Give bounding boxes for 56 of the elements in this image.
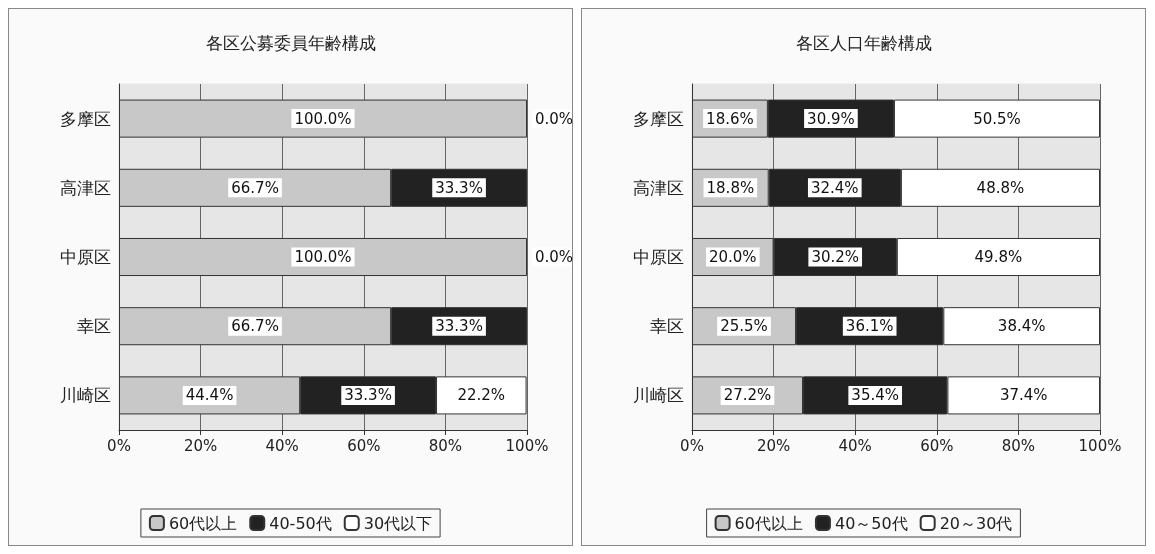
chart-title: 各区人口年齢構成 [795,32,932,53]
data-label: 32.4% [810,178,859,197]
data-label: 44.4% [185,386,234,405]
data-label: 49.8% [974,248,1023,266]
data-label: 22.2% [457,386,506,405]
x-tick-label: 100% [505,436,549,455]
y-tick-label: 中原区 [633,247,684,267]
x-tick-label: 20% [183,436,218,455]
x-tick-label: 60% [347,436,381,455]
legend-label: 20～30代 [939,513,1013,533]
y-tick-label: 高津区 [60,177,111,198]
legend-label: 40～50代 [834,513,908,533]
y-tick-label: 多摩区 [60,108,111,129]
x-tick-label: 0% [680,436,704,455]
x-tick-label: 80% [1001,436,1036,455]
legend-label: 60代以上 [168,513,238,533]
data-label: 100.0% [294,109,352,128]
x-tick-label: 80% [428,436,463,455]
data-label: 0.0% [535,109,574,128]
data-label: 36.1% [845,317,894,336]
y-tick-label: 高津区 [633,177,684,198]
x-tick-label: 100% [1078,436,1122,455]
legend-label: 30代以下 [363,513,433,533]
y-tick-label: 幸区 [77,316,111,337]
x-tick-label: 0% [107,436,131,455]
data-label: 66.7% [231,317,279,336]
y-tick-label: 川崎区 [60,385,111,406]
data-label: 27.2% [723,386,772,405]
chart-title: 各区公募委員年齢構成 [205,32,376,53]
x-tick-label: 40% [265,436,299,455]
data-label: 50.5% [973,109,1021,128]
data-label: 30.9% [807,109,855,128]
data-label: 66.7% [231,178,279,197]
y-tick-label: 多摩区 [633,108,684,129]
data-label: 37.4% [999,386,1048,405]
data-label: 30.2% [811,248,860,266]
legend-label: 40-50代 [269,513,332,533]
y-tick-label: 中原区 [60,247,111,267]
data-label: 48.8% [976,178,1025,197]
data-label: 18.8% [706,178,755,197]
x-tick-label: 40% [838,436,872,455]
data-label: 0.0% [535,248,574,266]
x-tick-label: 20% [756,436,791,455]
x-tick-label: 60% [920,436,954,455]
data-label: 18.6% [706,109,754,128]
data-label: 25.5% [720,317,768,336]
y-tick-label: 川崎区 [633,385,684,406]
y-tick-label: 幸区 [650,316,684,337]
data-label: 33.3% [435,178,483,197]
data-label: 20.0% [708,248,757,266]
data-label: 35.4% [851,386,900,405]
data-label: 33.3% [344,386,392,405]
data-label: 33.3% [435,317,483,336]
legend-label: 60代以上 [734,513,803,533]
data-label: 100.0% [294,248,352,266]
data-label: 38.4% [997,317,1046,336]
